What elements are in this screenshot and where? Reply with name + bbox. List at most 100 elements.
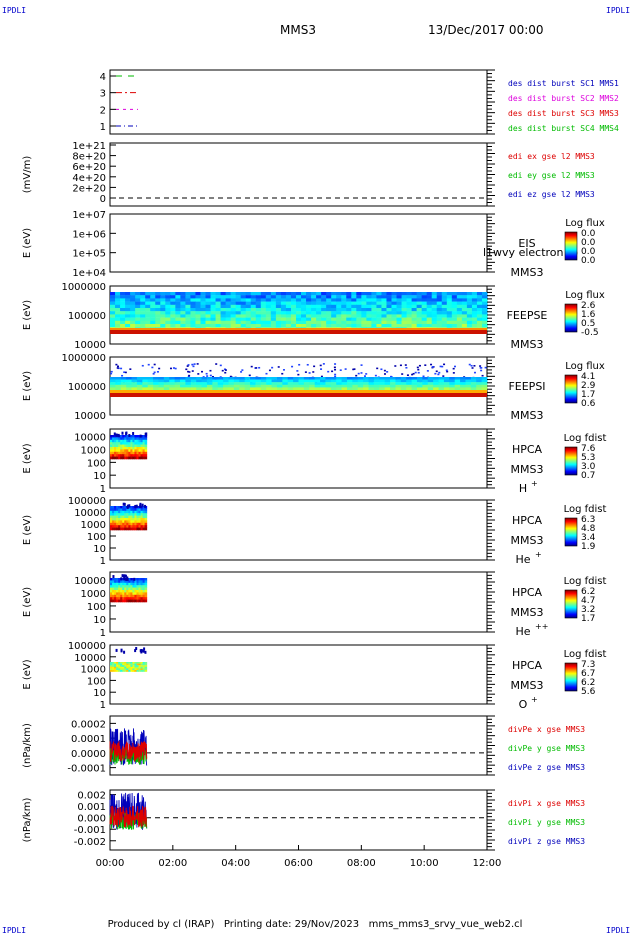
spectrogram-cell [212,377,219,380]
spectrogram-cell [124,439,127,443]
spectrogram-cell [265,298,272,302]
spectrogram-cell [386,320,393,325]
spectrogram-cell [186,365,189,367]
y-tick-label: 1000 [81,520,106,531]
spectrogram-cell [471,324,478,328]
instrument-label: HPCA [512,443,543,456]
spectrogram-cell [205,295,212,299]
species-label: He [515,553,530,566]
spectrogram-cell [190,317,197,321]
spectrogram-cell [170,301,176,305]
spectrogram-cell [190,304,197,309]
spectrogram-cell [126,456,129,460]
spectrogram-cell [185,295,192,299]
spectrogram-cell [120,515,123,519]
spectrogram-cell [134,515,137,519]
spectrogram-cell [163,382,170,385]
spectrogram-cell [209,374,212,377]
spectrogram-cell [110,585,113,588]
spectrogram-cell [351,295,357,299]
spectrogram-cell [206,382,213,385]
spectrogram-cell [265,311,272,315]
spectrogram-cell [368,379,375,383]
spectrogram-cell [180,298,186,302]
spectrogram-cell [116,437,119,441]
spectrogram-cell [112,527,115,531]
legend-entry: divPe x gse MMS3 [508,725,585,734]
spectrogram-cell [145,304,151,309]
spectrogram-cell [196,382,203,385]
spectrogram-cell [321,324,327,328]
spectrogram-cell [180,308,186,312]
spectrogram-cell [192,365,195,368]
y-tick-label: 100000 [68,382,106,393]
spectrogram-cell [110,444,113,448]
colorbar-tick: 6.7 [581,669,595,679]
spectrogram-cell [112,510,115,514]
spectrogram-cell [295,311,302,315]
spectrogram-cell [180,324,186,328]
spectrogram-cell [136,518,140,521]
spectrogram-cell [356,311,362,315]
spectrogram-cell [363,377,370,380]
spectrogram-cell [401,292,408,296]
spectrogram-cell [144,670,148,672]
spectrogram-cell [175,301,181,305]
spectrogram-cell [433,384,440,388]
spectrogram-cell [110,662,113,664]
spectrogram-cell [147,384,154,388]
spectrogram-cell [169,377,176,380]
spectrogram-cell [396,317,403,321]
spectrogram-cell [260,295,267,299]
spectrogram-cell [128,582,131,586]
spectrogram-cell [406,301,413,305]
spectrogram-cell [175,314,181,318]
spectrogram-cell [115,301,121,305]
colorbar-title: Log flux [565,290,605,301]
spectrogram-cell [336,311,342,315]
spectrogram-cell [357,372,360,375]
spectrogram-cell [136,520,140,524]
spectrogram-cell [401,304,408,309]
spectrogram-cell [454,379,461,383]
spectrogram-cell [411,373,414,376]
spectrogram-cell [136,594,140,598]
spectrogram-cell [155,308,161,312]
spectrogram-cell [126,522,129,526]
spectrogram-cell [131,379,138,383]
instrument-label: EIS [518,237,535,250]
spectrogram-cell [290,295,297,299]
spectrogram-cell [312,371,315,373]
spectrogram-cell [352,379,359,383]
spectrogram-cell [138,580,142,584]
spectrogram-cell [132,592,135,596]
spectrogram-cell [325,384,332,388]
spectrogram-cell [336,384,343,388]
spectrogram-cell [466,308,473,312]
spectrogram-cell [132,432,135,436]
spectrogram-cell [163,379,170,383]
spectrogram-cell [134,454,137,457]
series-traces [109,727,148,766]
spectrogram-cell [134,597,137,600]
spectrogram-cell [120,377,127,380]
spectrogram-cell [225,311,232,315]
spectrogram-cell [116,439,119,443]
spectrogram-cell [190,301,197,305]
spectrogram-cell [126,451,129,455]
spectrogram-cell [140,670,144,672]
spectrogram-cell [441,317,448,321]
spectrogram-cell [325,387,332,391]
spectrogram-cell [114,444,117,448]
legend-entry: des dist burst SC2 MMS2 [508,94,619,103]
x-tick-label: 08:00 [347,858,376,869]
spectrogram-cell [124,665,127,667]
spectrogram-cell [112,515,115,519]
spectrogram-cell [357,384,364,388]
spectrogram-cell [441,298,448,302]
spectrogram-cell [122,515,125,519]
spectrogram-cell [136,665,140,667]
spectrogram-cell [185,292,192,296]
spectrogram-cell [331,304,337,309]
